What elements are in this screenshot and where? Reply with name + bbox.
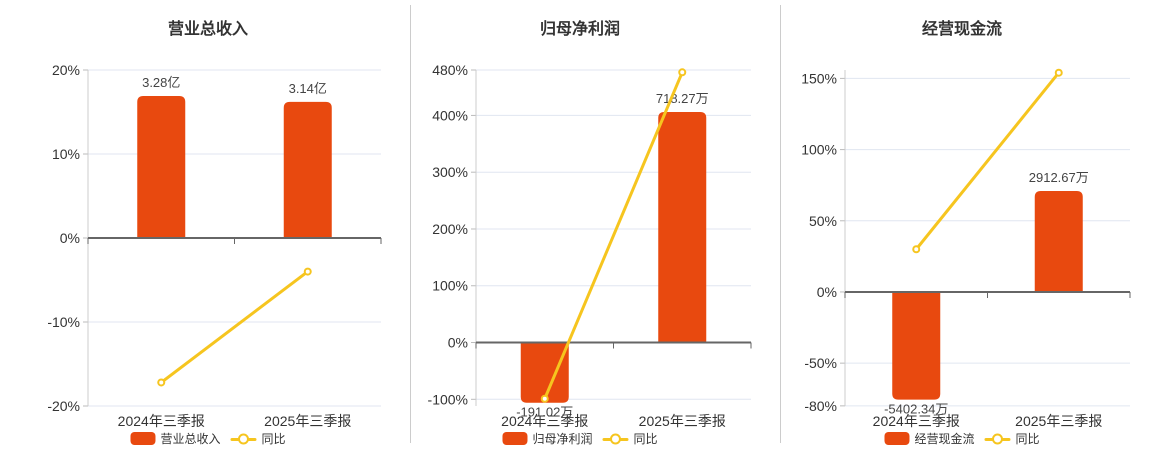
y-tick-label: 480%	[432, 62, 468, 78]
yoy-line	[543, 71, 684, 400]
y-tick-label: 100%	[432, 278, 468, 294]
plot-area: 480% 400% 300% 200% 100% 0% -100% -191.02万 718.2…	[428, 62, 752, 429]
bar[interactable]	[658, 112, 707, 343]
bar-series-swatch-icon	[130, 432, 156, 445]
y-tick-label: 400%	[432, 107, 468, 123]
y-tick-label: -20%	[47, 398, 80, 414]
legend-label: 同比	[633, 432, 658, 446]
legend-label: 同比	[1015, 432, 1040, 446]
legend-item-bar[interactable]: 营业总收入	[130, 430, 221, 447]
legend-item-bar[interactable]: 经营现金流	[884, 430, 975, 447]
panel-divider	[410, 5, 411, 443]
bar[interactable]	[892, 291, 941, 400]
chart-panel-net-profit: 归母净利润 480% 400% 300% 200% 100% 0% -100% -191.02…	[410, 0, 780, 450]
bar[interactable]	[520, 342, 569, 403]
yoy-marker[interactable]	[678, 68, 687, 77]
bar-value-label: 718.27万	[656, 91, 709, 106]
y-tick-label: -100%	[428, 391, 468, 407]
bar-value-label: 2912.67万	[1029, 170, 1089, 185]
yoy-marker[interactable]	[540, 394, 549, 403]
legend-item-line[interactable]: 同比	[602, 430, 658, 447]
y-tick-label: 20%	[52, 62, 80, 78]
line-series-icon	[984, 433, 1011, 445]
x-axis-label: 2025年三季报	[639, 413, 726, 429]
x-axis-label: 2025年三季报	[1015, 413, 1102, 429]
line-series-icon	[602, 433, 629, 445]
y-tick-label: 100%	[801, 142, 837, 158]
yoy-marker[interactable]	[157, 378, 166, 387]
legend: 营业总收入 同比	[130, 430, 286, 447]
yoy-marker[interactable]	[912, 245, 921, 254]
bar-value-label: -191.02万	[516, 405, 573, 420]
x-axis-label: 2024年三季报	[501, 413, 588, 429]
legend-item-line[interactable]: 同比	[984, 430, 1040, 447]
x-axis-label: 2024年三季报	[873, 413, 960, 429]
bar[interactable]	[137, 96, 186, 238]
yoy-line	[160, 270, 309, 384]
bar-value-label: 3.28亿	[142, 75, 180, 90]
x-axis-label: 2024年三季报	[118, 413, 205, 429]
y-tick-label: 0%	[817, 284, 837, 300]
y-tick-label: -10%	[47, 314, 80, 330]
y-tick-label: 0%	[448, 335, 468, 351]
bar[interactable]	[283, 101, 332, 238]
legend-item-line[interactable]: 同比	[230, 430, 286, 447]
legend-item-bar[interactable]: 归母净利润	[502, 430, 593, 447]
legend-label: 归母净利润	[532, 432, 593, 446]
bar-value-label: -5402.34万	[884, 402, 948, 417]
legend-label: 同比	[261, 432, 286, 446]
y-tick-label: -80%	[804, 398, 837, 414]
bar-series-swatch-icon	[502, 432, 528, 445]
y-tick-label: 50%	[809, 213, 837, 229]
chart-title: 营业总收入	[167, 21, 249, 38]
x-axis-label: 2025年三季报	[264, 413, 351, 429]
y-tick-label: 300%	[432, 164, 468, 180]
legend: 经营现金流 同比	[884, 430, 1040, 447]
legend-label: 经营现金流	[914, 432, 975, 446]
y-tick-label: 200%	[432, 221, 468, 237]
y-tick-label: -50%	[804, 355, 837, 371]
bar-series-swatch-icon	[884, 432, 910, 445]
chart-panel-cash-flow: 经营现金流 150% 100% 50% 0% -50% -80% -5402.34万 2912…	[780, 0, 1160, 450]
bar-value-label: 3.14亿	[289, 81, 327, 96]
y-tick-label: 0%	[60, 230, 80, 246]
chart-title: 经营现金流	[921, 21, 1003, 38]
plot-area: 20% 10% 0% -10% -20% 3.28亿 3.14亿 2024年三季报 2025年三…	[47, 62, 382, 429]
legend-label: 营业总收入	[160, 432, 221, 446]
plot-area: 150% 100% 50% 0% -50% -80% -5402.34万 2912.67万 20…	[801, 68, 1131, 429]
line-series-icon	[230, 433, 257, 445]
y-tick-label: 150%	[801, 70, 837, 86]
chart-title: 归母净利润	[539, 21, 621, 38]
legend: 归母净利润 同比	[502, 430, 658, 447]
yoy-line	[915, 71, 1060, 251]
y-tick-label: 10%	[52, 146, 80, 162]
bar[interactable]	[1034, 191, 1083, 292]
yoy-marker[interactable]	[1054, 68, 1063, 77]
yoy-marker[interactable]	[303, 267, 312, 276]
chart-panel-revenue: 营业总收入 20% 10% 0% -10% -20% 3.28亿 3.14亿 2024年三季报…	[0, 0, 410, 450]
panel-divider	[780, 5, 781, 443]
